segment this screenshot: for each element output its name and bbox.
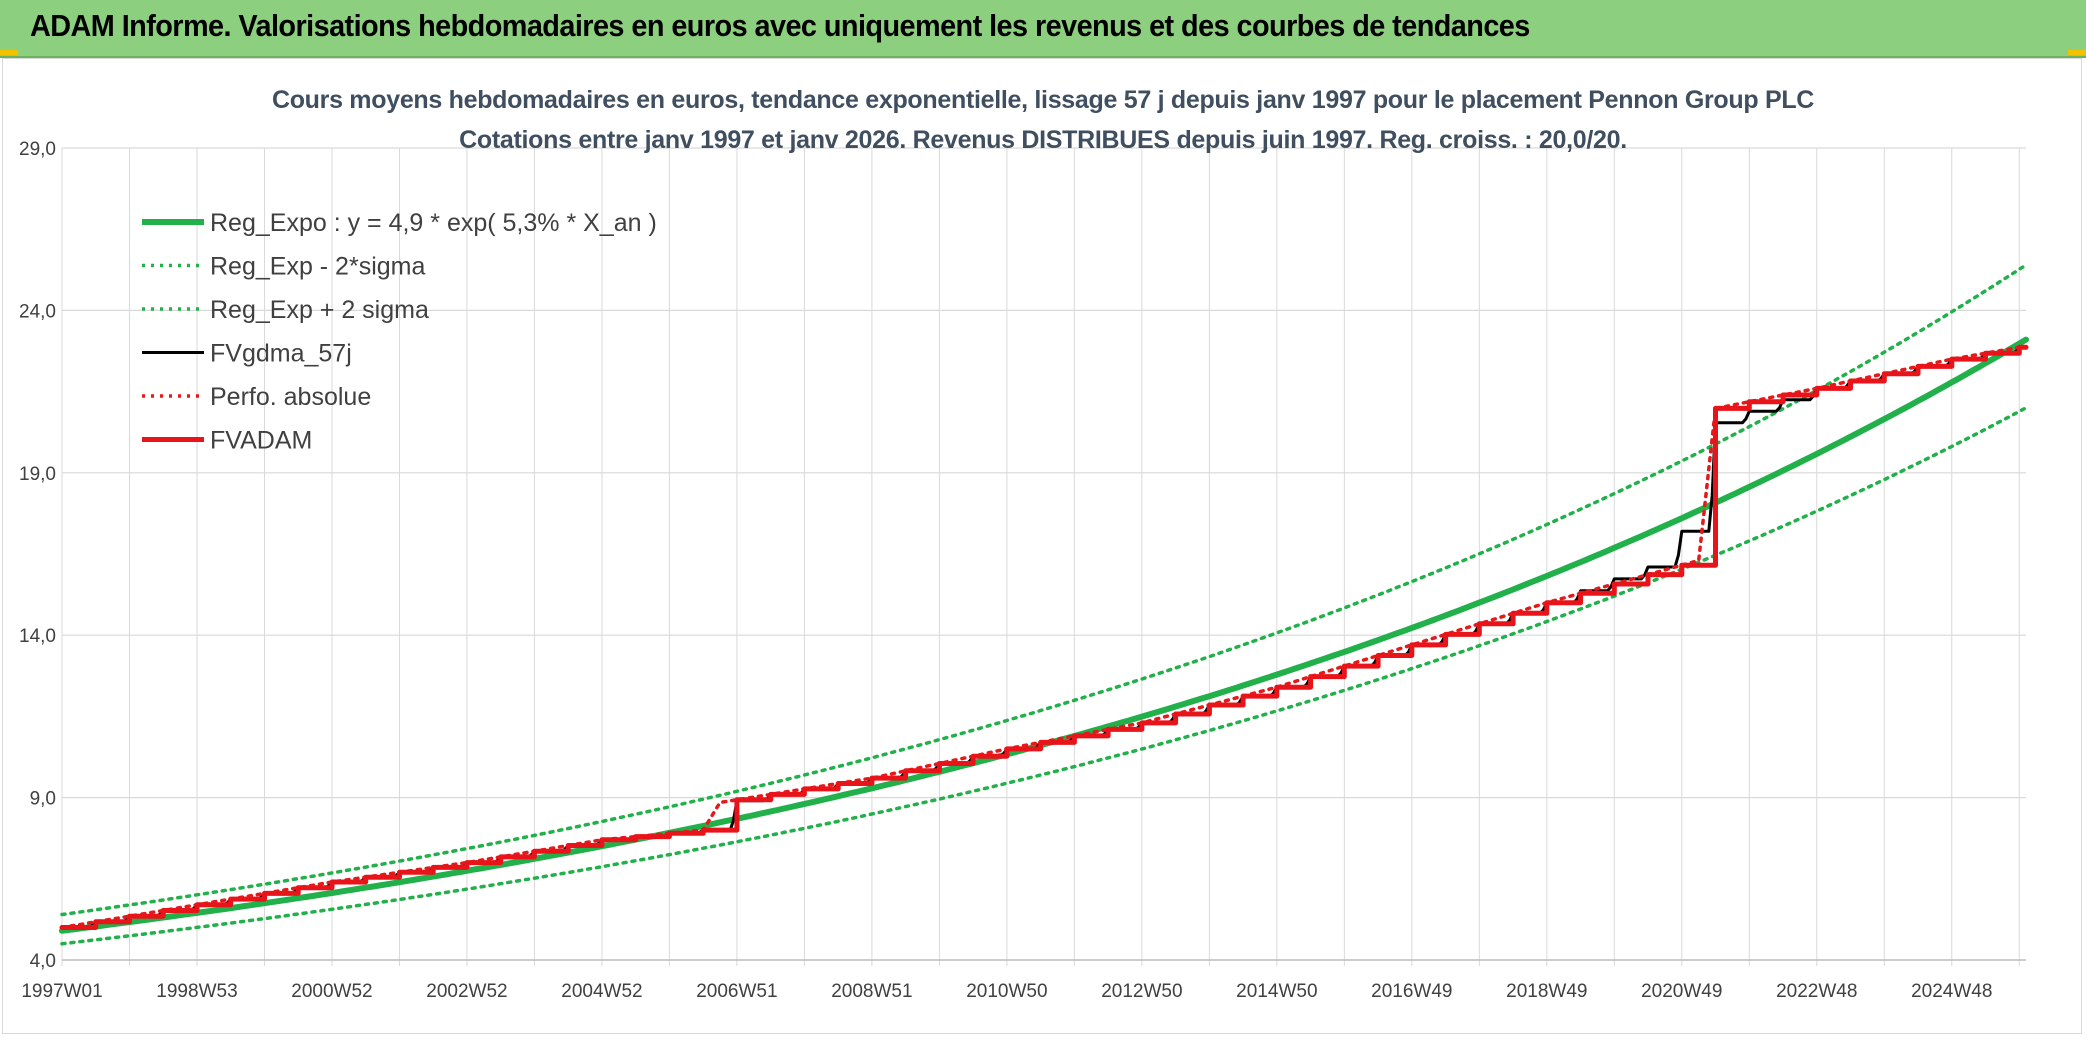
legend-label-4: Perfo. absolue [210,383,371,411]
x-tick-label: 2000W52 [291,981,372,1002]
legend-label-1: Reg_Exp - 2*sigma [210,253,425,281]
banner-corner-accent-right [2068,50,2086,55]
chart-grid [61,147,2026,966]
chart-title-line-1: Cours moyens hebdomadaires en euros, ten… [271,86,1815,114]
y-tick-label: 4,0 [30,951,56,972]
x-tick-label: 2022W48 [1776,981,1857,1002]
x-tick-label: 2018W49 [1506,981,1587,1002]
x-tick-label: 2012W50 [1101,981,1182,1002]
x-tick-label: 2002W52 [426,981,507,1002]
report-title: ADAM Informe. Valorisations hebdomadaire… [30,8,1530,43]
x-tick-label: 2010W50 [966,981,1047,1002]
series-line-2 [60,263,2028,917]
x-tick-label: 2006W51 [696,981,777,1002]
legend-label-3: FVgdma_57j [210,340,352,368]
x-tick-label: 2014W50 [1236,981,1317,1002]
chart-title-line-2: Cotations entre janv 1997 et janv 2026. … [459,126,1627,154]
series-line-4 [60,345,2022,930]
axis-ticks: 4,0 9,0 14,0 19,0 24,0 29,0 1997W01 1998W53 2000… [19,139,1992,1002]
banner-corner-accent-left [0,50,18,55]
x-tick-label: 2020W49 [1641,981,1722,1002]
legend-label-5: FVADAM [210,427,312,455]
y-tick-label: 19,0 [19,464,56,485]
legend-label-2: Reg_Exp + 2 sigma [210,296,429,324]
series-line-5 [59,344,2029,930]
x-tick-label: 2024W48 [1911,981,1992,1002]
y-tick-label: 14,0 [19,626,56,647]
x-tick-label: 2008W51 [831,981,912,1002]
x-tick-label: 1998W53 [156,981,237,1002]
y-tick-label: 9,0 [30,789,56,810]
chart-frame [2,58,2082,1034]
y-tick-label: 24,0 [19,301,56,322]
report-banner: ADAM Informe. Valorisations hebdomadaire… [0,0,2086,58]
legend-label-0: Reg_Expo : y = 4,9 * exp( 5,3% * X_an ) [210,209,657,237]
x-tick-label: 2004W52 [561,981,642,1002]
x-tick-label: 1997W01 [21,981,102,1002]
x-tick-label: 2016W49 [1371,981,1452,1002]
chart-legend: Reg_Expo : y = 4,9 * exp( 5,3% * X_an ) R… [142,209,657,455]
y-tick-label: 29,0 [19,139,56,160]
series-line-1 [60,406,2028,946]
chart-series [59,263,2029,946]
